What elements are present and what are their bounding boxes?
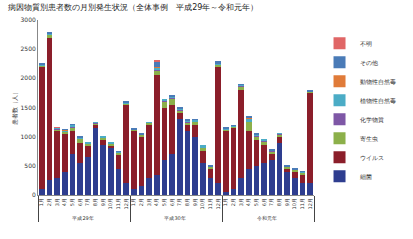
- svg-text:1500: 1500: [21, 104, 36, 111]
- svg-text:12月: 12月: [307, 198, 313, 209]
- svg-text:平成30年: 平成30年: [164, 215, 185, 221]
- svg-text:1月: 1月: [222, 198, 228, 206]
- svg-text:7月: 7月: [84, 198, 90, 206]
- svg-text:1月: 1月: [130, 198, 136, 206]
- svg-text:8月: 8月: [92, 198, 98, 206]
- svg-text:平成29年: 平成29年: [72, 215, 93, 221]
- svg-text:その他: その他: [360, 59, 378, 67]
- svg-text:0: 0: [32, 191, 36, 198]
- svg-text:7月: 7月: [268, 198, 274, 206]
- svg-text:9月: 9月: [100, 198, 106, 206]
- svg-text:7月: 7月: [176, 198, 182, 206]
- svg-text:4月: 4月: [61, 198, 67, 206]
- svg-text:6月: 6月: [261, 198, 267, 206]
- svg-text:1月: 1月: [38, 198, 44, 206]
- svg-text:10月: 10月: [291, 198, 297, 209]
- svg-text:9月: 9月: [192, 198, 198, 206]
- svg-text:8月: 8月: [276, 198, 282, 206]
- svg-text:ウイルス: ウイルス: [360, 154, 384, 161]
- svg-text:3月: 3月: [54, 198, 60, 206]
- svg-text:10月: 10月: [199, 198, 205, 209]
- svg-text:10月: 10月: [107, 198, 113, 209]
- svg-text:2月: 2月: [138, 198, 144, 206]
- svg-text:2500: 2500: [21, 45, 36, 52]
- svg-text:11月: 11月: [299, 198, 305, 209]
- svg-text:500: 500: [24, 162, 36, 169]
- svg-text:11月: 11月: [115, 198, 121, 209]
- svg-text:3月: 3月: [238, 198, 244, 206]
- svg-text:2月: 2月: [230, 198, 236, 206]
- svg-text:動物性自然毒: 動物性自然毒: [360, 78, 396, 85]
- svg-text:寄生虫: 寄生虫: [360, 135, 378, 142]
- svg-text:4月: 4月: [245, 198, 251, 206]
- svg-text:病因物質別患者数の月別発生状況（全体事例 平成29年～令和元: 病因物質別患者数の月別発生状況（全体事例 平成29年～令和元年）: [8, 3, 258, 12]
- svg-text:5月: 5月: [161, 198, 167, 206]
- svg-text:4月: 4月: [153, 198, 159, 206]
- svg-text:植物性自然毒: 植物性自然毒: [360, 97, 396, 104]
- svg-text:6月: 6月: [169, 198, 175, 206]
- svg-text:6月: 6月: [77, 198, 83, 206]
- svg-text:令和元年: 令和元年: [257, 215, 277, 221]
- svg-text:9月: 9月: [284, 198, 290, 206]
- svg-text:細菌: 細菌: [359, 173, 372, 180]
- svg-text:不明: 不明: [360, 40, 372, 47]
- svg-text:5月: 5月: [69, 198, 75, 206]
- svg-text:患者数（人）: 患者数（人）: [11, 90, 19, 127]
- svg-text:5月: 5月: [253, 198, 259, 206]
- svg-text:2000: 2000: [21, 74, 36, 81]
- svg-text:8月: 8月: [184, 198, 190, 206]
- svg-text:1000: 1000: [21, 133, 36, 140]
- svg-text:3000: 3000: [21, 16, 36, 23]
- svg-text:3月: 3月: [146, 198, 152, 206]
- svg-text:2月: 2月: [46, 198, 52, 206]
- svg-text:化学物質: 化学物質: [360, 116, 384, 124]
- svg-text:12月: 12月: [215, 198, 221, 209]
- svg-text:11月: 11月: [207, 198, 213, 209]
- svg-text:12月: 12月: [123, 198, 129, 209]
